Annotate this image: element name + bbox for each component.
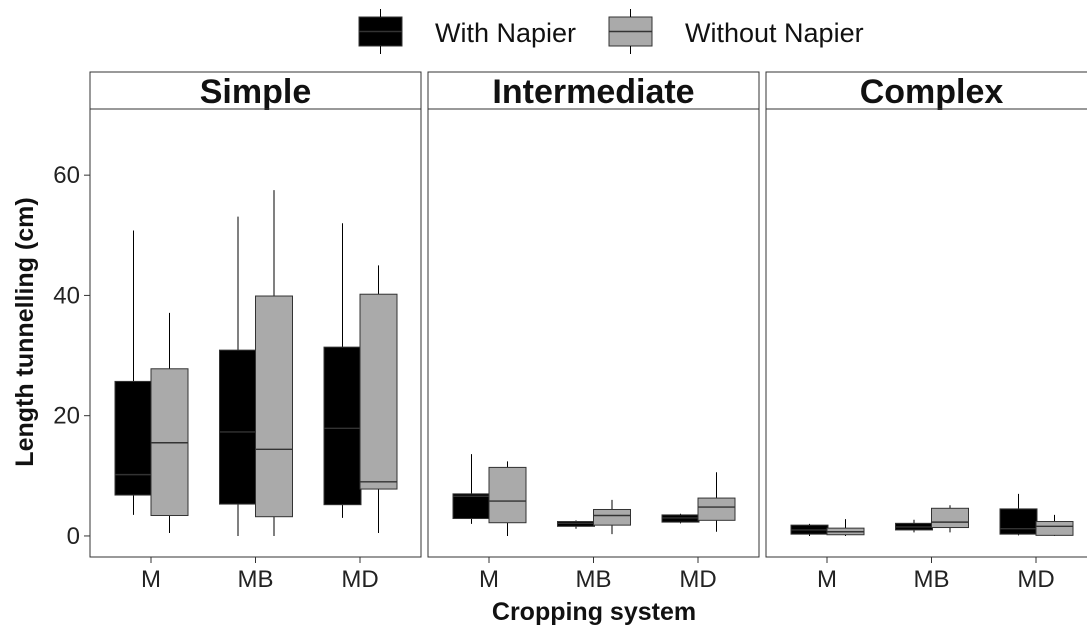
box-body [219,349,257,505]
facet-title: Simple [200,73,311,111]
box-body [999,508,1038,535]
box-without-napier-md [1035,514,1074,536]
box-with-napier-md [661,513,700,524]
x-tick-label: MB [914,566,950,593]
box-with-napier-m [114,230,153,515]
y-axis-title: Length tunnelling (cm) [11,197,39,466]
y-tick-label: 0 [67,523,80,550]
y-tick-label: 20 [53,403,80,430]
y-tick-label: 60 [53,162,80,189]
facet-intermediate: Intermediate M MB MD [427,71,760,593]
box-body [323,346,362,506]
box-without-napier-mb [931,505,969,533]
box-without-napier-m [488,461,527,536]
facet-complex: Complex M MB MD [765,71,1087,593]
legend-item-without-napier: Without Napier [608,9,864,54]
legend-label-without-napier: Without Napier [685,18,864,48]
legend: With Napier Without Napier [358,9,864,54]
box-with-napier-mb [219,216,257,536]
box-body [488,466,527,524]
legend-item-with-napier: With Napier [358,9,576,54]
panel-border [765,108,1087,558]
box-without-napier-m [150,312,189,533]
x-tick-label: MD [679,566,716,593]
facet-title: Complex [860,73,1004,111]
facet-panels: Simple M MB MD Intermediate M MB MD Complex M MB MD [89,71,1087,593]
box-without-napier-mb [255,190,293,536]
box-body [593,508,631,526]
box-body [697,497,736,521]
box-with-napier-m [790,523,829,536]
legend-label-with-napier: With Napier [435,18,576,48]
x-tick-label: MB [238,566,274,593]
box-with-napier-md [323,223,362,518]
x-tick-label: M [817,566,837,593]
box-without-napier-m [826,519,865,536]
box-body [255,295,293,518]
box-body [931,507,969,529]
x-tick-label: MD [341,566,378,593]
x-tick-label: M [479,566,499,593]
x-tick-label: MD [1017,566,1054,593]
x-tick-label: MB [576,566,612,593]
box-body [1035,521,1074,536]
facet-title: Intermediate [492,73,694,111]
box-with-napier-md [999,493,1038,536]
box-without-napier-md [359,265,398,533]
y-tick-label: 40 [53,282,80,309]
box-with-napier-mb [557,520,595,529]
box-body [452,493,491,520]
x-axis-title: Cropping system [492,598,696,626]
x-tick-label: M [141,566,161,593]
box-with-napier-mb [895,519,933,533]
box-body [114,380,153,496]
box-body [359,293,398,490]
panel-border [427,108,760,558]
facet-strip [427,71,760,110]
box-without-napier-mb [593,499,631,535]
box-with-napier-m [452,454,491,524]
facet-simple: Simple M MB MD [89,71,422,593]
box-without-napier-md [697,472,736,532]
y-axis: 0 20 40 60 [53,162,90,550]
facet-strip [765,71,1087,110]
